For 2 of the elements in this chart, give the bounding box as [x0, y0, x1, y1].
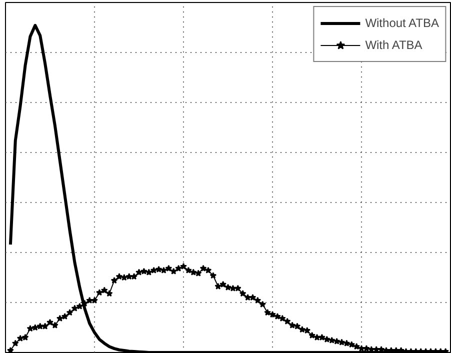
legend-label: Without ATBA	[365, 16, 439, 30]
legend-label: With ATBA	[365, 38, 422, 52]
